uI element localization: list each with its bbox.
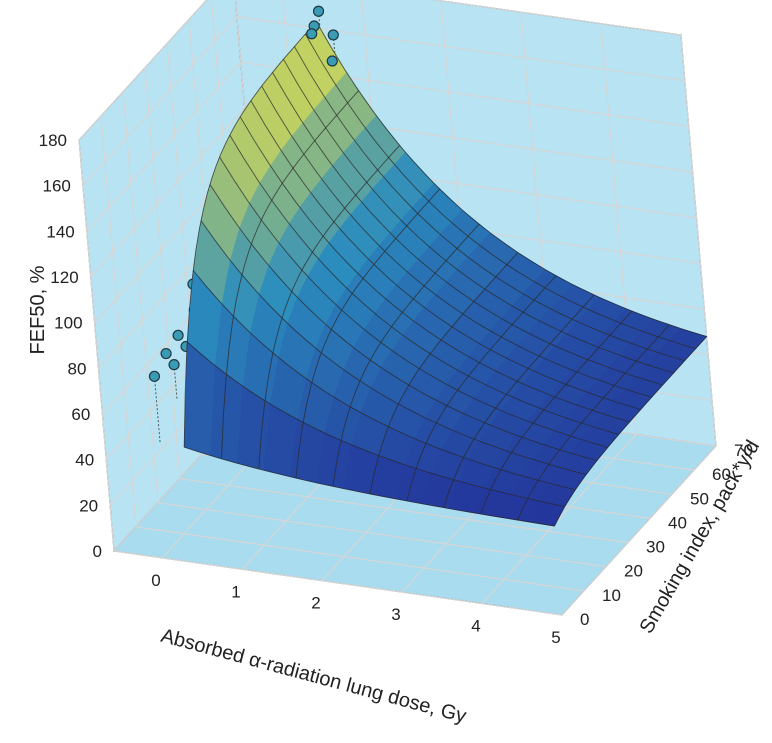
data-point — [327, 56, 337, 66]
data-point — [307, 29, 317, 39]
z-tick-label: 180 — [39, 131, 67, 150]
x-tick-label: 0 — [151, 571, 160, 590]
z-tick-label: 120 — [50, 268, 78, 287]
z-tick-label: 40 — [75, 451, 94, 470]
y-tick-label: 0 — [580, 610, 589, 629]
data-point — [161, 349, 171, 359]
data-point — [173, 330, 183, 340]
z-tick-label: 20 — [79, 496, 98, 515]
y-tick-label: 40 — [668, 513, 687, 532]
z-tick-label: 160 — [43, 177, 71, 196]
data-point — [314, 6, 324, 16]
x-tick-label: 3 — [391, 605, 400, 624]
x-axis-label: Absorbed α-radiation lung dose, Gy — [159, 625, 469, 728]
z-tick-label: 60 — [71, 405, 90, 424]
y-tick-label: 20 — [624, 562, 643, 581]
z-tick-label: 100 — [54, 314, 82, 333]
z-tick-label: 140 — [46, 222, 74, 241]
x-tick-label: 4 — [471, 617, 480, 636]
z-axis-label: FEF50, % — [27, 265, 49, 354]
x-tick-label: 2 — [311, 594, 320, 613]
y-tick-label: 30 — [646, 538, 665, 557]
y-tick-label: 10 — [602, 586, 621, 605]
data-point — [328, 30, 338, 40]
data-point — [149, 371, 159, 381]
z-tick-label: 80 — [68, 359, 87, 378]
x-tick-label: 1 — [231, 582, 240, 601]
z-tick-label: 0 — [93, 542, 102, 561]
x-tick-label: 5 — [551, 628, 560, 647]
data-point — [169, 360, 179, 370]
